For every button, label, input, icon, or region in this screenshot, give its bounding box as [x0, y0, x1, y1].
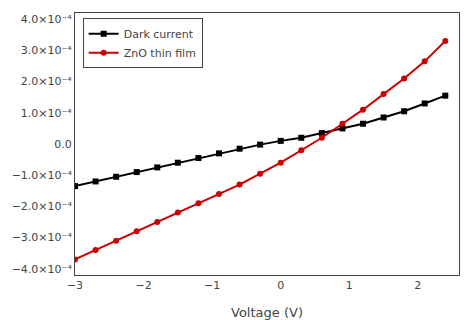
svg-text:0: 0 [277, 279, 284, 292]
svg-text:ZnO thin film: ZnO thin film [124, 47, 196, 60]
svg-text:−1: −1 [204, 279, 220, 292]
svg-text:1.0×10⁻⁴: 1.0×10⁻⁴ [21, 107, 73, 120]
svg-text:Dark current: Dark current [124, 28, 194, 41]
svg-text:−3.0×10⁻⁴: −3.0×10⁻⁴ [12, 231, 73, 244]
svg-text:−4.0×10⁻⁴: −4.0×10⁻⁴ [12, 263, 73, 276]
svg-text:0.0: 0.0 [54, 138, 72, 151]
svg-text:2: 2 [414, 279, 421, 292]
svg-text:2.0×10⁻⁴: 2.0×10⁻⁴ [21, 75, 73, 88]
svg-text:1: 1 [346, 279, 353, 292]
svg-text:−2: −2 [135, 279, 151, 292]
svg-text:4.0×10⁻⁴: 4.0×10⁻⁴ [21, 13, 73, 26]
svg-text:−2.0×10⁻⁴: −2.0×10⁻⁴ [12, 200, 73, 213]
svg-text:3.0×10⁻⁴: 3.0×10⁻⁴ [21, 44, 73, 57]
svg-text:−3: −3 [67, 279, 83, 292]
svg-text:Voltage (V): Voltage (V) [231, 305, 303, 320]
svg-text:−1.0×10⁻⁴: −1.0×10⁻⁴ [12, 169, 73, 182]
